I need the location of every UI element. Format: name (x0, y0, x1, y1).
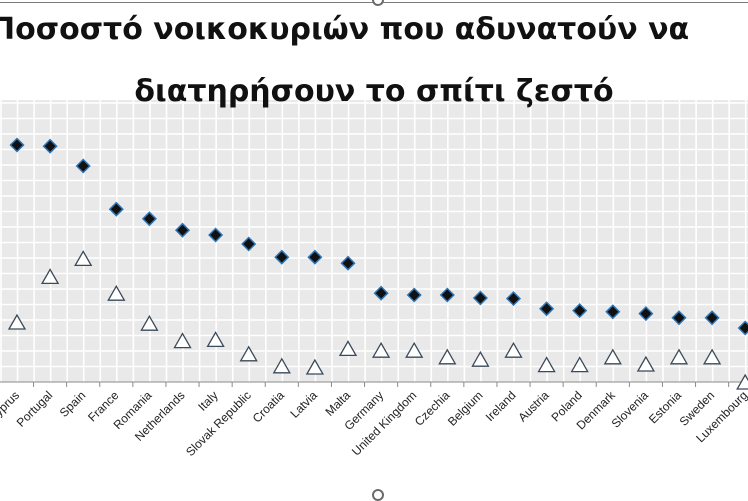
x-tick-label: Belgium (445, 388, 486, 429)
resize-handle-bottom[interactable] (372, 489, 384, 501)
x-tick-label: Portugal (14, 388, 56, 430)
chart-title-line-2: διατηρήσουν το σπίτι ζεστό (0, 74, 748, 110)
x-tick-label: Austria (515, 388, 552, 425)
x-tick-label: Slovenia (609, 388, 652, 431)
x-axis (0, 382, 748, 387)
x-tick-label: Italy (195, 388, 220, 413)
x-tick-label: Malta (322, 388, 353, 419)
x-tick-label: Croatia (250, 388, 287, 425)
x-tick-label: Latvia (287, 388, 320, 421)
chart-title-line-1: Ποσοστό νοικοκυριών που αδυνατούν να (0, 12, 738, 48)
x-tick-label: Spain (57, 388, 89, 420)
plot-area (0, 100, 748, 382)
x-tick-label: Ireland (483, 388, 519, 424)
x-tick-label: Czechia (412, 388, 453, 429)
